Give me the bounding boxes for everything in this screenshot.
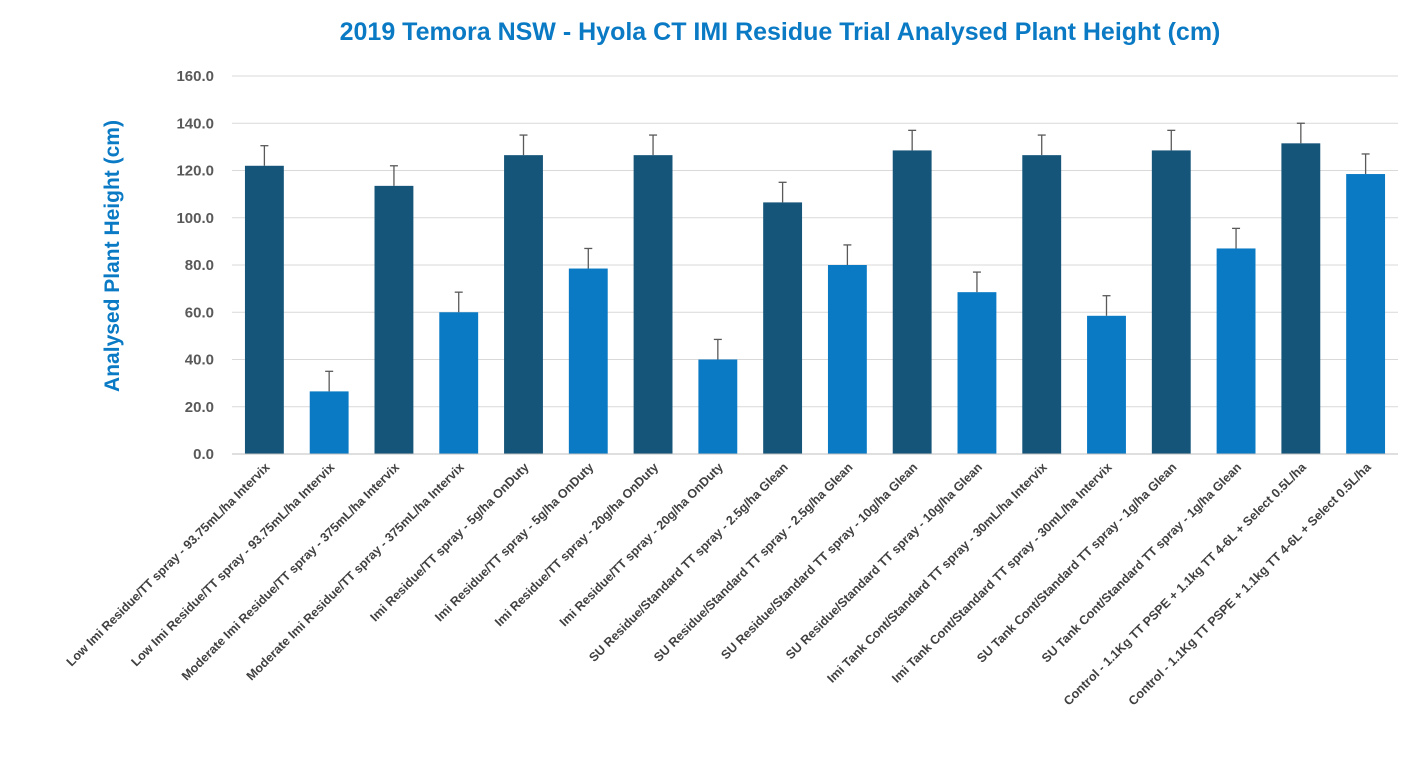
bar: [439, 312, 479, 454]
bars: [244, 143, 1386, 455]
x-category-label: Imi Tank Cont/Standard TT spray - 30mL/h…: [889, 460, 1114, 685]
y-tick-label: 140.0: [176, 115, 214, 132]
y-tick-label: 160.0: [176, 68, 214, 85]
bar: [763, 202, 803, 454]
bar: [892, 150, 932, 454]
y-tick-label: 40.0: [185, 352, 214, 369]
bar: [309, 391, 349, 454]
bar: [504, 155, 543, 455]
y-axis-title: Analysed Plant Height (cm): [101, 120, 124, 392]
bar: [1022, 155, 1062, 455]
y-tick-label: 100.0: [176, 210, 214, 227]
y-tick-label: 80.0: [185, 257, 214, 274]
bar: [1346, 174, 1386, 454]
error-bars: [260, 122, 1370, 392]
x-category-label: Control - 1.1Kg TT PSPE + 1.1kg TT 4-6L …: [1126, 459, 1375, 708]
bar: [698, 359, 738, 454]
bar: [1216, 248, 1256, 454]
bar: [244, 165, 284, 454]
gridlines: [232, 75, 1398, 408]
bar: [633, 155, 673, 455]
y-tick-label: 20.0: [185, 399, 214, 416]
x-category-label: Moderate Imi Residue/TT spray - 375mL/ha…: [244, 460, 467, 683]
bar: [957, 292, 997, 454]
x-category-label: Imi Tank Cont/Standard TT spray - 30mL/h…: [824, 460, 1049, 685]
y-tick-label: 60.0: [185, 304, 214, 321]
bar: [568, 268, 608, 454]
y-tick-labels: 0.0 20.0 40.0 60.0 80.0 100.0 120.0 140.0 160.0: [176, 68, 214, 463]
bar: [1151, 150, 1191, 454]
bar: [374, 185, 414, 454]
x-category-label: Moderate Imi Residue/TT spray - 375mL/ha…: [179, 460, 402, 683]
y-tick-label: 0.0: [193, 446, 214, 463]
x-category-label: Control - 1.1Kg TT PSPE + 1.1kg TT 4-6L …: [1061, 459, 1310, 708]
bar: [827, 265, 867, 454]
y-tick-label: 120.0: [176, 163, 214, 180]
chart-title: 2019 Temora NSW - Hyola CT IMI Residue T…: [339, 18, 1221, 46]
bar: [1281, 143, 1321, 455]
x-category-labels: Low Imi Residue/TT spray - 93.75mL/ha In…: [64, 459, 1375, 708]
bar: [1087, 315, 1126, 454]
